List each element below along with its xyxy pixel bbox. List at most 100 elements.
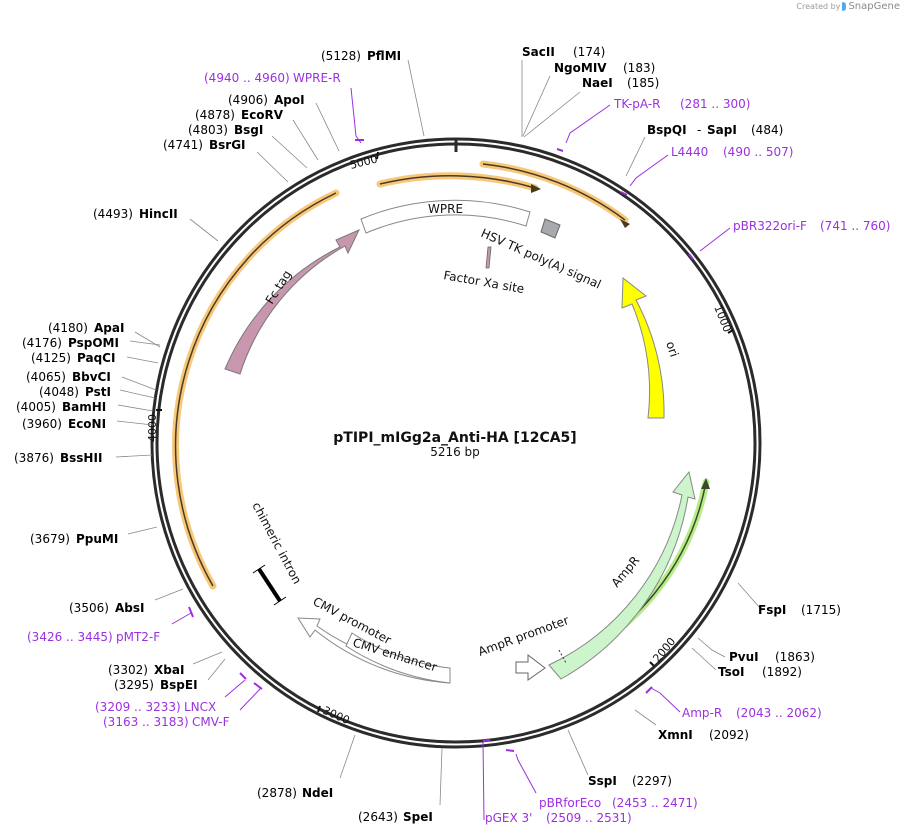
svg-text:TK-pA-R: TK-pA-R <box>613 97 661 111</box>
svg-text:NaeI: NaeI <box>582 76 613 90</box>
site-pspomi[interactable]: (4176) PspOMI <box>22 336 119 350</box>
tick-2000: 2000 <box>649 635 678 667</box>
svg-text:SacII: SacII <box>522 45 555 59</box>
site-bsrgi[interactable]: (4741) BsrGI <box>163 138 246 152</box>
site-bamhi[interactable]: (4005) BamHI <box>16 400 106 414</box>
site-bsshii[interactable]: (3876) BssHII <box>14 451 102 465</box>
svg-text:(2878): (2878) <box>257 786 297 800</box>
primer-wpre-r[interactable]: (4940 .. 4960) WPRE-R <box>204 71 341 85</box>
svg-text:EcoRV: EcoRV <box>241 108 284 122</box>
site-paqci[interactable]: (4125) PaqCI <box>31 351 115 365</box>
site-bspei[interactable]: (3295) BspEI <box>114 678 198 692</box>
site-sacii[interactable]: SacII (174) <box>522 45 605 59</box>
site-ppumi[interactable]: (3679) PpuMI <box>30 532 118 546</box>
snapgene-logo-icon <box>842 2 847 11</box>
svg-text:ori: ori <box>663 340 681 359</box>
svg-text:SspI: SspI <box>588 774 617 788</box>
svg-text:L4440: L4440 <box>671 145 708 159</box>
svg-text:ApoI: ApoI <box>274 93 305 107</box>
svg-text:Amp-R: Amp-R <box>682 706 722 720</box>
svg-text:AbsI: AbsI <box>115 601 144 615</box>
svg-text:(3506): (3506) <box>69 601 109 615</box>
svg-text:EcoNI: EcoNI <box>68 417 106 431</box>
site-xbai[interactable]: (3302) XbaI <box>108 663 184 677</box>
svg-text:BspQI: BspQI <box>647 123 687 137</box>
svg-text:LNCX: LNCX <box>184 700 216 714</box>
svg-text:(4176): (4176) <box>22 336 62 350</box>
feature-wpre[interactable]: WPRE <box>360 199 531 234</box>
tick-1000: 1000 <box>711 303 734 334</box>
svg-text:(4065): (4065) <box>26 370 66 384</box>
svg-text:(2453 .. 2471): (2453 .. 2471) <box>612 796 698 810</box>
svg-text:(3679): (3679) <box>30 532 70 546</box>
svg-text:2000: 2000 <box>650 635 678 665</box>
tick-5000: 5000 <box>349 151 379 172</box>
svg-text:BssHII: BssHII <box>60 451 102 465</box>
svg-text:(183): (183) <box>623 61 655 75</box>
site-bsgi[interactable]: (4803) BsgI <box>188 123 263 137</box>
restriction-site-labels: SacII (174) NgoMIV (183) NaeI (185) BspQ… <box>14 45 841 824</box>
feature-fc-tag[interactable]: Fc tag <box>224 229 361 375</box>
site-xmni[interactable]: XmnI (2092) <box>658 728 749 742</box>
svg-text:(741 .. 760): (741 .. 760) <box>820 219 890 233</box>
svg-text:WPRE-R: WPRE-R <box>293 71 341 85</box>
svg-text:(2509 .. 2531): (2509 .. 2531) <box>546 811 632 825</box>
svg-text:CMV-F: CMV-F <box>192 715 230 729</box>
svg-text:(174): (174) <box>573 45 605 59</box>
site-sspi[interactable]: SspI (2297) <box>588 774 672 788</box>
primer-pbr322ori-f[interactable]: pBR322ori-F (741 .. 760) <box>733 219 890 233</box>
svg-text:(2297): (2297) <box>632 774 672 788</box>
plasmid-name: pTIPI_mIGg2a_Anti-HA [12CA5] <box>333 430 576 446</box>
svg-text:(3876): (3876) <box>14 451 54 465</box>
svg-text:(4493): (4493) <box>93 207 133 221</box>
primer-pgex-3[interactable]: pGEX 3' (2509 .. 2531) <box>485 811 632 825</box>
primer-l4440[interactable]: L4440 (490 .. 507) <box>671 145 793 159</box>
svg-text:(4005): (4005) <box>16 400 56 414</box>
svg-text:(3302): (3302) <box>108 663 148 677</box>
svg-text:BsrGI: BsrGI <box>209 138 246 152</box>
primer-pbrforeco[interactable]: pBRforEco (2453 .. 2471) <box>539 796 698 810</box>
site-ecorv[interactable]: (4878) EcoRV <box>195 108 284 122</box>
svg-text:(1892): (1892) <box>762 665 802 679</box>
primer-amp-r[interactable]: Amp-R (2043 .. 2062) <box>682 706 822 720</box>
site-bspqi-sapi[interactable]: BspQI - SapI (484) <box>647 123 783 137</box>
feature-ori[interactable]: ori <box>621 276 681 419</box>
site-leaders <box>115 59 761 806</box>
credit-prefix: Created by <box>796 2 841 11</box>
primer-pmt2-f[interactable]: (3426 .. 3445) pMT2-F <box>27 630 160 644</box>
site-absi[interactable]: (3506) AbsI <box>69 601 144 615</box>
svg-text:BspEI: BspEI <box>160 678 198 692</box>
primer-cmv-f[interactable]: (3163 .. 3183) CMV-F <box>103 715 230 729</box>
svg-text:pMT2-F: pMT2-F <box>116 630 160 644</box>
primer-tk-pa-r[interactable]: TK-pA-R (281 .. 300) <box>613 97 750 111</box>
svg-text:HincII: HincII <box>139 207 178 221</box>
site-bbvci[interactable]: (4065) BbvCI <box>26 370 111 384</box>
svg-text:(4940 .. 4960): (4940 .. 4960) <box>204 71 290 85</box>
site-econi[interactable]: (3960) EcoNI <box>22 417 106 431</box>
tick-3000: 3000 <box>317 704 352 727</box>
site-ngomiv[interactable]: NgoMIV (183) <box>554 61 655 75</box>
svg-text:(1715): (1715) <box>801 603 841 617</box>
site-pflmi[interactable]: (5128) PflMI <box>321 49 401 63</box>
svg-text:(490 .. 507): (490 .. 507) <box>723 145 793 159</box>
site-spei[interactable]: (2643) SpeI <box>358 810 433 824</box>
feature-factor-xa-site[interactable]: Factor Xa site <box>442 246 525 296</box>
svg-text:-: - <box>697 123 701 137</box>
site-naei[interactable]: NaeI (185) <box>582 76 659 90</box>
site-pvui[interactable]: PvuI (1863) <box>729 650 815 664</box>
feature-chimeric-intron[interactable]: chimeric intron <box>249 500 304 606</box>
svg-text:(5128): (5128) <box>321 49 361 63</box>
site-psti[interactable]: (4048) PstI <box>39 385 111 399</box>
svg-text:(281 .. 300): (281 .. 300) <box>680 97 750 111</box>
svg-text:(3163 .. 3183): (3163 .. 3183) <box>103 715 189 729</box>
site-apai[interactable]: (4180) ApaI <box>48 321 124 335</box>
snapgene-credit: Created by SnapGene <box>796 1 900 12</box>
site-hincii[interactable]: (4493) HincII <box>93 207 178 221</box>
svg-text:PvuI: PvuI <box>729 650 759 664</box>
site-apoi[interactable]: (4906) ApoI <box>228 93 305 107</box>
site-tsoi[interactable]: TsoI (1892) <box>718 665 802 679</box>
site-fspi[interactable]: FspI (1715) <box>758 603 841 617</box>
site-ndei[interactable]: (2878) NdeI <box>257 786 333 800</box>
primer-lncx[interactable]: (3209 .. 3233) LNCX <box>95 700 216 714</box>
